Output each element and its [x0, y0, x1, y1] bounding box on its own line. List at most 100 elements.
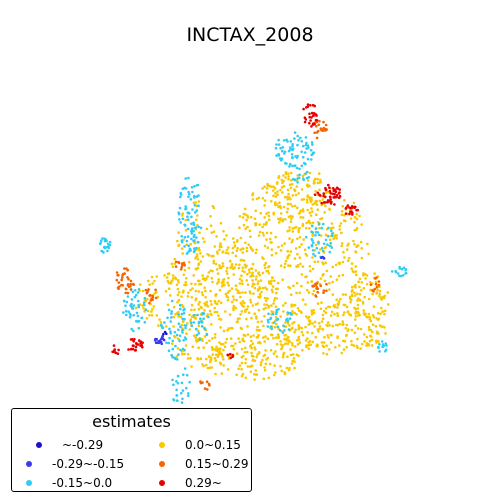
- map-point: [340, 213, 344, 217]
- map-point: [404, 272, 407, 275]
- map-point: [177, 281, 180, 284]
- map-point: [261, 358, 264, 362]
- map-point: [177, 310, 180, 314]
- map-point: [325, 128, 329, 131]
- map-point: [180, 263, 184, 267]
- map-point: [128, 312, 132, 316]
- map-point: [224, 341, 227, 344]
- map-point: [367, 297, 371, 301]
- map-point: [263, 366, 266, 369]
- map-point: [338, 262, 341, 266]
- map-point: [297, 138, 300, 142]
- map-point: [126, 295, 130, 298]
- map-point: [236, 320, 239, 323]
- map-point: [145, 317, 149, 320]
- map-point: [272, 211, 276, 215]
- map-point: [278, 201, 281, 204]
- map-point: [107, 246, 111, 250]
- map-point: [186, 322, 189, 325]
- map-point: [183, 245, 186, 248]
- map-point: [383, 309, 387, 313]
- map-point: [312, 114, 315, 118]
- map-point: [329, 198, 333, 201]
- map-point: [217, 278, 220, 281]
- map-point: [197, 324, 201, 328]
- map-point: [310, 207, 313, 210]
- map-point: [374, 282, 378, 286]
- map-point: [177, 291, 181, 294]
- map-point: [291, 148, 294, 152]
- map-point: [197, 329, 200, 333]
- map-point: [355, 227, 359, 230]
- map-point: [296, 339, 299, 342]
- map-point: [369, 288, 372, 292]
- map-point: [209, 215, 212, 218]
- map-point: [279, 365, 282, 368]
- map-point: [264, 306, 267, 310]
- map-point: [192, 247, 196, 250]
- map-point: [343, 339, 347, 343]
- map-point: [230, 300, 234, 304]
- map-point: [231, 251, 234, 255]
- map-point: [334, 323, 338, 327]
- map-point: [306, 288, 309, 292]
- map-point: [144, 299, 147, 303]
- map-point: [273, 203, 277, 206]
- map-point: [341, 260, 345, 264]
- map-point: [242, 333, 246, 337]
- map-point: [342, 348, 346, 351]
- map-point: [218, 341, 221, 344]
- map-point: [265, 269, 269, 273]
- map-point: [269, 237, 272, 241]
- map-point: [257, 234, 261, 237]
- map-point: [298, 236, 302, 239]
- map-point: [289, 348, 292, 351]
- map-point: [239, 295, 242, 299]
- map-point: [358, 214, 361, 218]
- map-point: [293, 204, 297, 208]
- map-point: [308, 211, 312, 215]
- map-point: [115, 271, 119, 274]
- map-point: [304, 172, 308, 175]
- map-point: [172, 277, 175, 280]
- map-point: [348, 295, 352, 299]
- map-point: [174, 260, 178, 264]
- map-point: [176, 358, 179, 361]
- map-point: [154, 290, 158, 294]
- map-point: [328, 288, 331, 291]
- map-point: [210, 276, 214, 280]
- map-point: [232, 347, 236, 351]
- map-point: [305, 275, 308, 278]
- map-point: [375, 291, 379, 295]
- map-point: [195, 340, 198, 343]
- map-point: [293, 257, 297, 260]
- map-point: [262, 377, 266, 381]
- map-point: [349, 300, 352, 304]
- map-point: [192, 313, 196, 317]
- map-point: [315, 131, 319, 134]
- map-point: [266, 297, 269, 300]
- map-point: [261, 286, 265, 290]
- map-point: [168, 294, 172, 297]
- map-point: [234, 254, 238, 258]
- map-point: [289, 140, 293, 143]
- map-point: [229, 337, 233, 340]
- map-point: [279, 188, 282, 192]
- map-point: [184, 281, 187, 284]
- map-point: [197, 332, 201, 335]
- map-point: [266, 183, 270, 187]
- map-point: [328, 200, 331, 203]
- map-point: [290, 327, 293, 331]
- map-point: [333, 312, 336, 316]
- map-point: [317, 172, 321, 175]
- map-point: [194, 201, 197, 204]
- legend-swatch-6: [159, 480, 165, 486]
- map-point: [155, 314, 159, 317]
- map-point: [264, 299, 268, 303]
- map-point: [282, 304, 285, 307]
- map-point: [285, 210, 289, 214]
- map-point: [358, 298, 362, 302]
- map-point: [329, 341, 333, 344]
- map-point: [249, 215, 253, 219]
